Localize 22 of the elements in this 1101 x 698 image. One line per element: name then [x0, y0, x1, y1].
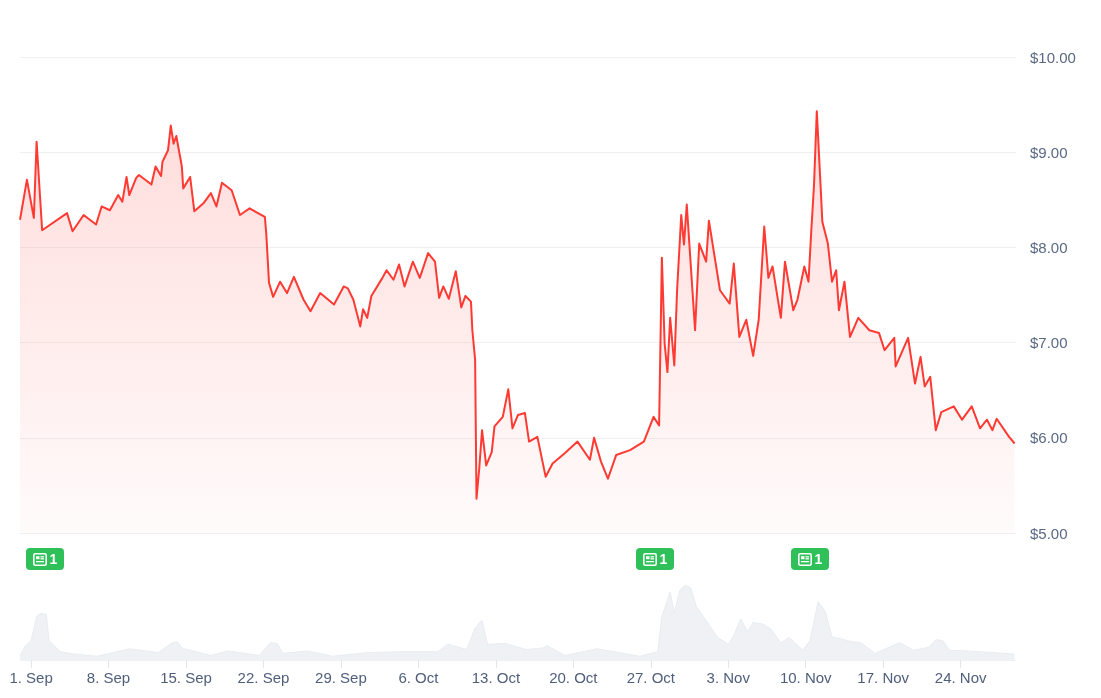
y-tick-label: $7.00: [1030, 334, 1068, 352]
x-tick-label: 27. Oct: [626, 669, 676, 686]
x-tick-label: 6. Oct: [398, 669, 440, 686]
x-tick-label: 22. Sep: [237, 669, 290, 686]
x-tick-label: 8. Sep: [86, 669, 131, 686]
y-tick-label: $9.00: [1030, 143, 1068, 161]
y-tick-label: $5.00: [1030, 524, 1068, 542]
badge: 1: [791, 548, 829, 570]
x-tick-label: 29. Sep: [315, 669, 367, 686]
x-tick-label: 20. Oct: [549, 669, 599, 686]
y-tick-label: $8.00: [1030, 238, 1068, 256]
x-tick-label: 10. Nov: [779, 669, 833, 686]
x-tick-label: 3. Nov: [706, 669, 751, 686]
x-tick-label: 17. Nov: [857, 669, 910, 686]
y-tick-label: $6.00: [1030, 429, 1068, 447]
x-tick-label: 13. Oct: [471, 669, 521, 686]
x-tick-label: 24. Nov: [934, 669, 988, 686]
badge: 1: [26, 548, 64, 570]
badge: 1: [636, 548, 674, 570]
x-tick-label: 15. Sep: [160, 669, 212, 686]
y-tick-label: $10.00: [1030, 48, 1076, 66]
x-tick-label: 1. Sep: [9, 669, 53, 686]
